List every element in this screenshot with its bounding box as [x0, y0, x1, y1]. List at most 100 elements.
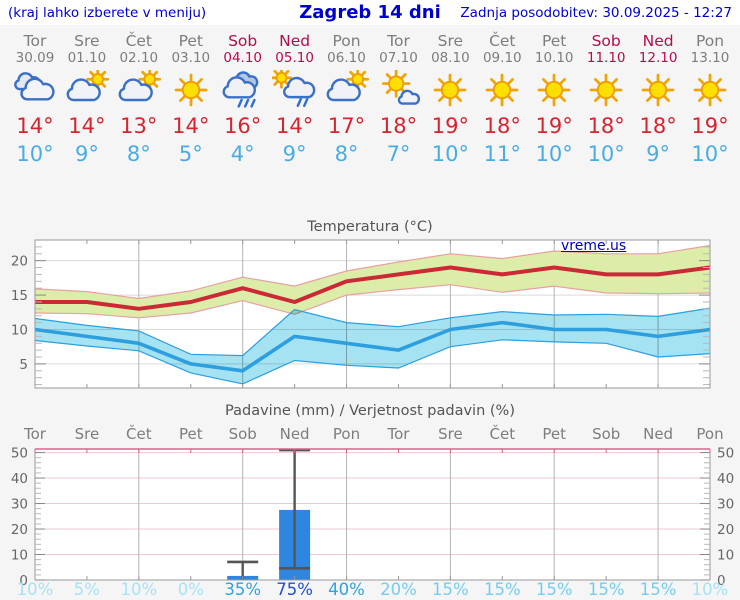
- precip-day-label: Pet: [542, 425, 566, 443]
- day-column: Ned 05.10: [275, 32, 314, 67]
- precip-prob-cell: 0%: [178, 580, 204, 599]
- min-temp-value: 11°: [483, 142, 521, 166]
- sunny-icon: [537, 73, 571, 107]
- day-column: Čet 02.10: [119, 32, 158, 67]
- precip-day-cell: Sob: [592, 426, 620, 443]
- max-temp-value: 18°: [587, 114, 625, 138]
- max-temp-cell: 18°: [639, 114, 676, 139]
- day-column: Sob 11.10: [587, 32, 626, 67]
- day-name: Tor: [387, 32, 410, 50]
- precip-probability: 15%: [483, 580, 521, 599]
- precip-prob-cell: 10%: [17, 580, 54, 599]
- precip-day-cell: Sre: [438, 426, 463, 443]
- min-temp-value: 4°: [230, 142, 255, 166]
- last-update-text: Zadnja posodobitev: 30.09.2025 - 12:27: [460, 5, 732, 21]
- svg-text:10: 10: [11, 322, 28, 338]
- day-name: Sre: [437, 32, 464, 50]
- svg-text:30: 30: [11, 497, 28, 513]
- max-temp-cell: 13°: [120, 114, 157, 139]
- precip-day-cell: Čet: [490, 426, 516, 443]
- precip-day-label: Tor: [24, 425, 46, 443]
- precipitation-chart: 0 0 10 10 20 20 30 30 40 40 50 50: [11, 446, 734, 589]
- precip-prob-cell: 40%: [328, 580, 365, 599]
- mostly-sunny-icon: [381, 69, 420, 105]
- precip-probability: 35%: [224, 580, 262, 599]
- min-temperature-line: [34, 320, 711, 373]
- day-date: 05.10: [275, 50, 314, 66]
- day-column: Pon 13.10: [691, 33, 730, 67]
- min-temp-value: 8°: [334, 142, 359, 166]
- cloudy-icon: [14, 72, 55, 101]
- sunny-icon: [174, 73, 208, 107]
- precip-probability: 15%: [535, 580, 573, 599]
- precip-prob-cell: 20%: [380, 580, 417, 599]
- day-name: Pet: [178, 32, 203, 50]
- weather-icon-cell: [531, 70, 577, 114]
- day-date: 09.10: [482, 50, 522, 66]
- day-name: Čet: [125, 32, 153, 50]
- day-name: Pon: [332, 32, 361, 50]
- day-date: 04.10: [223, 50, 263, 66]
- precip-day-label: Pet: [178, 425, 203, 443]
- day-name: Ned: [279, 32, 311, 50]
- precip-probability: 5%: [73, 580, 100, 599]
- max-temp-cell: 18°: [380, 114, 417, 139]
- precip-prob-cell: 15%: [588, 580, 625, 599]
- precip-probability: 15%: [587, 580, 625, 599]
- min-temp-value: 9°: [74, 142, 99, 166]
- max-temp-value: 18°: [379, 114, 418, 138]
- watermark-link[interactable]: vreme.us: [561, 238, 627, 254]
- max-temp-value: 14°: [68, 114, 106, 138]
- svg-text:20: 20: [11, 254, 28, 270]
- temperature-chart: 5 10 15 20: [11, 239, 711, 389]
- day-name: Sob: [228, 32, 258, 50]
- day-name: Tor: [23, 32, 47, 50]
- precip-probability: 40%: [328, 580, 365, 599]
- day-date: 10.10: [534, 50, 574, 66]
- day-column: Pet 10.10: [534, 32, 574, 67]
- min-temp-value: 10°: [691, 142, 729, 166]
- min-temp-value: 9°: [646, 142, 671, 166]
- sunny-icon: [693, 73, 727, 107]
- temp-y-axis-labels: 5 10 15 20: [11, 254, 28, 373]
- max-temp-cell: 14°: [16, 114, 53, 139]
- day-date: 01.10: [67, 50, 107, 66]
- precip-probability: 0%: [177, 580, 204, 599]
- precip-prob-cell: 15%: [640, 580, 677, 599]
- precip-day-label: Čet: [489, 425, 516, 443]
- day-column: Sre 01.10: [67, 32, 107, 67]
- precip-day-label: Sob: [592, 425, 621, 443]
- min-temp-cell: 10°: [536, 142, 573, 167]
- max-temp-value: 17°: [327, 114, 366, 138]
- precip-probability: 20%: [380, 580, 417, 599]
- day-name: Pet: [541, 32, 567, 50]
- temp-plot-border: [34, 239, 711, 389]
- precip-day-label: Sre: [74, 425, 100, 443]
- weather-icon-cell: [64, 67, 110, 114]
- precip-prob-cell: 35%: [224, 580, 261, 599]
- day-name: Sre: [74, 32, 100, 50]
- day-name: Sob: [591, 32, 621, 50]
- min-temp-cell: 5°: [179, 142, 203, 167]
- min-temp-cell: 10°: [432, 142, 469, 167]
- svg-text:10: 10: [717, 548, 734, 564]
- weather-icon-cell: [168, 70, 214, 114]
- max-temp-value: 14°: [275, 114, 314, 138]
- max-temp-cell: 19°: [432, 114, 469, 139]
- precip-plot-area: [35, 449, 710, 580]
- weather-icon-cell: [687, 70, 733, 114]
- min-temp-cell: 10°: [588, 142, 625, 167]
- precip-probability: 15%: [432, 580, 469, 599]
- day-column: Tor 07.10: [379, 32, 418, 67]
- menu-hint-text: (kraj lahko izberete v meniju): [8, 5, 207, 21]
- max-temp-value: 18°: [639, 114, 677, 138]
- precip-day-label: Čet: [126, 425, 152, 443]
- precip-day-cell: Ned: [280, 426, 310, 443]
- max-temp-cell: 18°: [484, 114, 521, 139]
- day-date: 08.10: [431, 50, 470, 66]
- precip-day-label: Ned: [643, 425, 674, 443]
- precip-chart-title: Padavine (mm) / Verjetnost padavin (%): [225, 403, 515, 419]
- weather-icon-cell: [12, 70, 58, 114]
- svg-text:50: 50: [717, 446, 734, 462]
- partly-sunny-icon: [66, 67, 109, 102]
